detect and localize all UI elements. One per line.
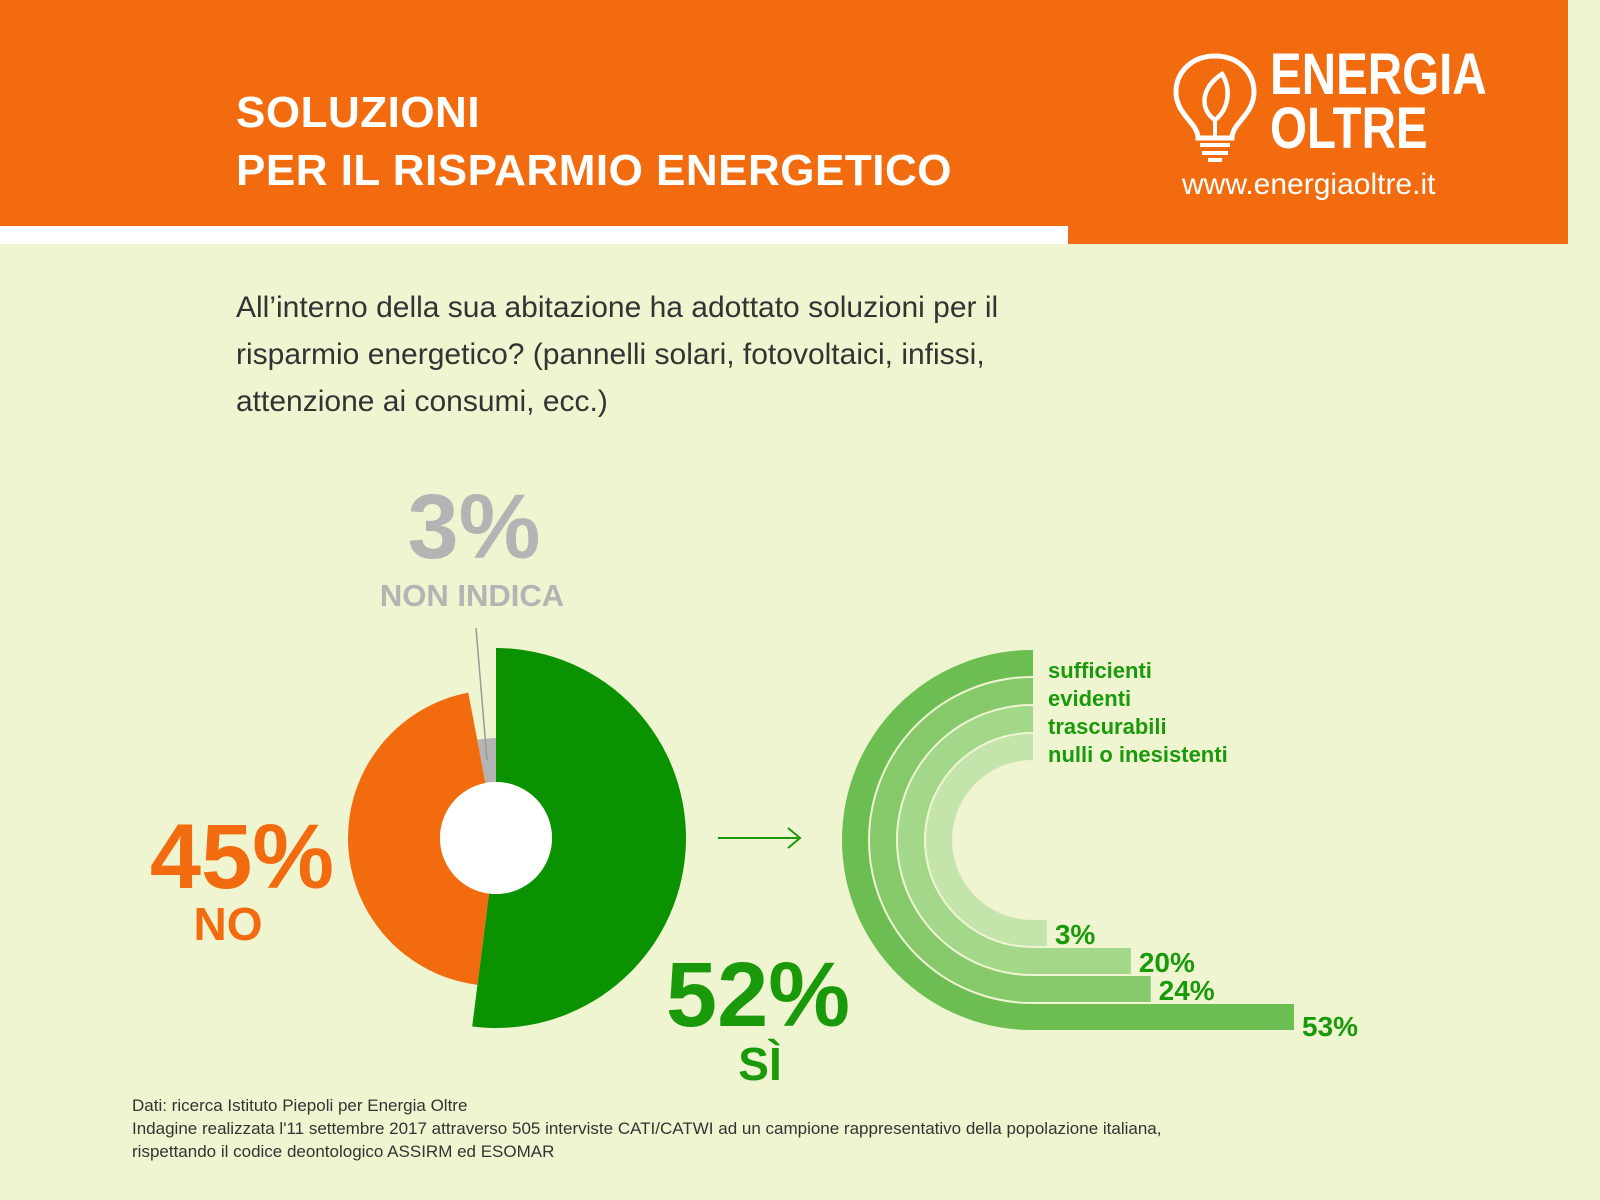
pie-center-hole bbox=[440, 782, 552, 894]
non-indica-value-label: 3% bbox=[408, 476, 541, 578]
lightbulb-leaf-icon bbox=[1173, 53, 1257, 162]
bar-tail-2 bbox=[1032, 976, 1151, 1002]
brand-logo: ENERGIA OLTRE bbox=[1270, 42, 1487, 161]
pie-slice-no bbox=[348, 692, 489, 985]
no-value-label: 45% bbox=[150, 806, 334, 908]
arc-band-2 bbox=[870, 678, 1032, 1002]
bar-value-label-3: 20% bbox=[1139, 947, 1195, 978]
arc-top-cap-1 bbox=[1031, 650, 1033, 676]
bar-value-label-2: 24% bbox=[1159, 975, 1215, 1006]
pie-slice-si bbox=[472, 648, 686, 1028]
header-banner bbox=[0, 0, 1568, 244]
arc-band-4 bbox=[926, 734, 1032, 946]
title-line-1: SOLUZIONI bbox=[236, 88, 481, 137]
non-indica-leader-line bbox=[475, 627, 488, 761]
arc-band-1 bbox=[842, 650, 1032, 1030]
bar-tail-1 bbox=[1032, 1004, 1294, 1030]
bar-category-label-4: nulli o inesistenti bbox=[1048, 742, 1228, 767]
si-category-label: SÌ bbox=[738, 1038, 781, 1090]
bar-tail-3 bbox=[1032, 948, 1131, 974]
arc-top-cap-2 bbox=[1031, 678, 1033, 704]
no-category-label: NO bbox=[194, 898, 263, 950]
bar-category-label-3: trascurabili bbox=[1048, 714, 1167, 739]
non-indica-category-label: NON INDICA bbox=[380, 578, 564, 613]
bar-value-label-1: 53% bbox=[1302, 1011, 1358, 1042]
bar-category-label-2: evidenti bbox=[1048, 686, 1131, 711]
header-divider bbox=[0, 226, 1068, 244]
page-title: SOLUZIONI PER IL RISPARMIO ENERGETICO bbox=[236, 84, 952, 200]
footer-line-2: Indagine realizzata l'11 settembre 2017 … bbox=[132, 1119, 1162, 1138]
logo-line-1: ENERGIA bbox=[1270, 42, 1487, 107]
si-value-label: 52% bbox=[666, 944, 850, 1046]
bar-category-label-1: sufficienti bbox=[1048, 658, 1152, 683]
arc-top-cap-4 bbox=[1031, 734, 1033, 760]
survey-question: All’interno della sua abitazione ha adot… bbox=[236, 291, 999, 418]
chart-area: 3%NON INDICA45%NO52%SÌ53%sufficienti24%e… bbox=[150, 476, 1358, 1090]
footer-line-3: rispettando il codice deontologico ASSIR… bbox=[132, 1142, 555, 1161]
website-url: www.energiaoltre.it bbox=[1182, 168, 1436, 201]
arrow-head bbox=[787, 827, 802, 849]
source-note: Dati: ricerca Istituto Piepoli per Energ… bbox=[132, 1094, 1162, 1163]
footer-line-1: Dati: ricerca Istituto Piepoli per Energ… bbox=[132, 1096, 468, 1115]
title-line-2: PER IL RISPARMIO ENERGETICO bbox=[236, 146, 952, 195]
pie-slice-non-indica bbox=[477, 738, 496, 783]
bar-tail-4 bbox=[1032, 920, 1047, 946]
bar-value-label-4: 3% bbox=[1055, 919, 1096, 950]
arc-top-cap-3 bbox=[1031, 706, 1033, 732]
arc-band-3 bbox=[898, 706, 1032, 974]
logo-line-2: OLTRE bbox=[1270, 96, 1428, 161]
